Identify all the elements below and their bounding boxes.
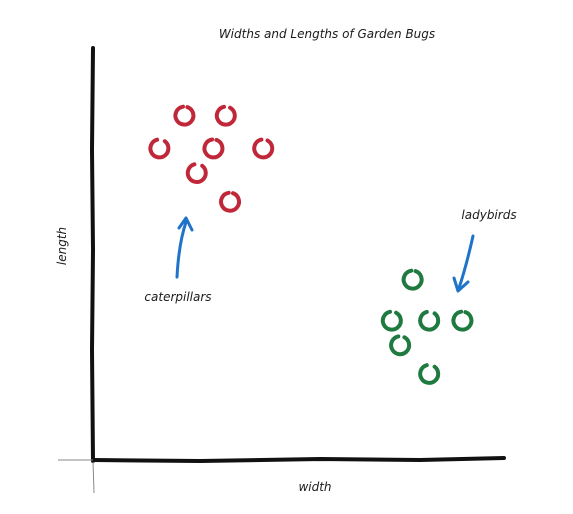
ladybirds-point-2: [380, 309, 403, 332]
caterpillars-point-1: [173, 104, 196, 127]
caterpillars-point-2: [214, 104, 237, 127]
axes: [58, 46, 506, 494]
annotation-caterpillars-label: caterpillars: [144, 290, 211, 304]
y-axis-line: [89, 46, 96, 463]
x-axis-label: width: [298, 480, 331, 494]
x-axis-line: [91, 456, 506, 464]
chart-title: Widths and Lengths of Garden Bugs: [219, 27, 435, 41]
caterpillars-point-7: [219, 190, 241, 213]
annotation-caterpillars-arrow: [175, 220, 188, 279]
y-axis-overshoot: [92, 460, 95, 494]
ladybirds-point-5: [389, 334, 412, 357]
annotation-ladybirds-label: ladybirds: [461, 208, 516, 222]
ladybirds-point-4: [451, 309, 474, 332]
ladybirds-point-6: [418, 363, 441, 385]
data-points: [148, 104, 474, 385]
ladybirds-point-3: [418, 309, 441, 332]
y-axis-label: length: [55, 227, 69, 265]
annotation-caterpillars-arrowhead: [177, 216, 194, 232]
ladybirds-point-1: [401, 268, 424, 291]
caterpillars-point-3: [148, 137, 171, 160]
annotation-ladybirds-arrow: [457, 234, 475, 290]
annotation-ladybirds-arrowhead: [452, 276, 470, 293]
caterpillars-point-6: [185, 162, 208, 184]
annotation-ladybirds: ladybirds: [452, 208, 517, 293]
caterpillars-point-4: [202, 137, 225, 160]
annotation-caterpillars: caterpillars: [144, 216, 212, 304]
caterpillars-point-5: [252, 137, 275, 160]
